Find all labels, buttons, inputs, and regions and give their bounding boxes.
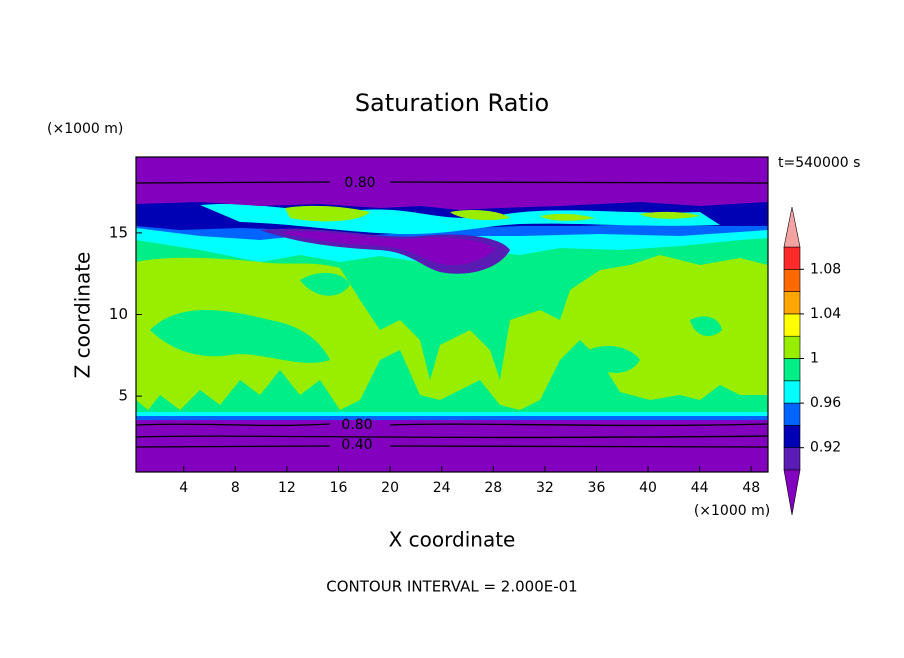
contour-region [280, 231, 495, 266]
x-tick-label: 20 [381, 480, 399, 496]
x-tick-label: 40 [639, 480, 657, 496]
x-tick-label: 28 [484, 480, 502, 496]
y-axis-label: Z coordinate [71, 252, 95, 379]
x-axis-label: X coordinate [389, 528, 516, 552]
contour-line [135, 181, 769, 184]
contour-region [136, 157, 768, 210]
contour-line [135, 423, 769, 427]
x-tick-label: 36 [588, 480, 606, 496]
contour-field [135, 157, 769, 472]
x-tick-label: 44 [691, 480, 709, 496]
y-unit: (×1000 m) [47, 121, 123, 137]
y-tick-label: 5 [118, 387, 128, 405]
colorbar-label: 1.08 [810, 261, 841, 277]
contour-label: 0.80 [344, 175, 375, 191]
colorbar-box [783, 268, 801, 292]
contour-line [135, 435, 769, 439]
colorbar-box [783, 291, 801, 315]
contour-line [135, 445, 769, 448]
colorbar-label: 1.04 [810, 306, 841, 322]
x-tick-label: 16 [330, 480, 348, 496]
x-tick-label: 4 [179, 480, 188, 496]
contour-region [136, 416, 768, 421]
colorbar-box [783, 402, 801, 426]
x-tick-label: 32 [536, 480, 554, 496]
colorbar-label: 0.96 [810, 395, 841, 411]
x-tick-label: 8 [231, 480, 240, 496]
colorbar-box [783, 380, 801, 404]
time-label: t=540000 s [778, 155, 860, 171]
colorbar-box [783, 358, 801, 382]
y-tick-label: 10 [109, 305, 128, 323]
contour-label: 0.40 [341, 437, 372, 453]
colorbar-box [783, 447, 801, 471]
footer: CONTOUR INTERVAL = 2.000E-01 [326, 578, 577, 596]
contour-region [285, 205, 700, 222]
x-tick-label: 12 [278, 480, 296, 496]
colorbar-arrow [783, 206, 801, 248]
x-unit: (×1000 m) [694, 503, 770, 519]
colorbar-box [783, 313, 801, 337]
colorbar-label: 1 [810, 351, 819, 367]
colorbar-label: 0.92 [810, 440, 841, 456]
x-tick-label: 48 [742, 480, 760, 496]
colorbar-box [783, 425, 801, 448]
chart-title: Saturation Ratio [355, 89, 549, 117]
y-tick-label: 15 [109, 223, 128, 241]
contour-label: 0.80 [341, 417, 372, 433]
colorbar-box [783, 335, 801, 359]
colorbar-box [783, 246, 801, 270]
colorbar-arrow [783, 469, 801, 516]
contour-region [150, 272, 722, 373]
x-tick-label: 24 [433, 480, 451, 496]
